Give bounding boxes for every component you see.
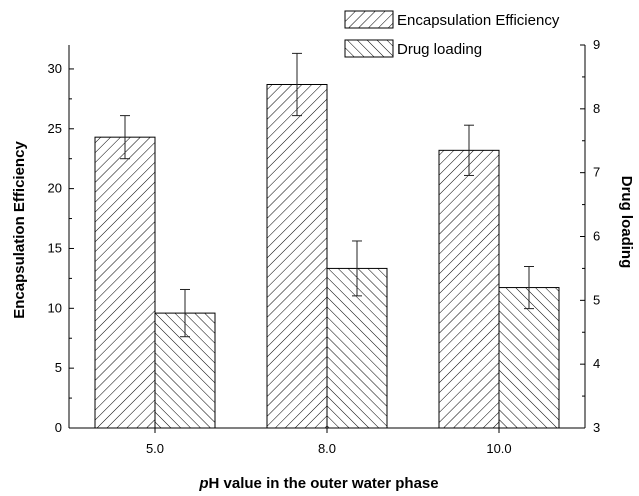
y-left-tick-label: 5 — [55, 360, 62, 375]
y-left-tick-label: 20 — [48, 181, 62, 196]
y-left-tick-label: 15 — [48, 240, 62, 255]
legend-swatch-encapsulation-efficiency — [345, 11, 393, 28]
bar-encapsulation-efficiency — [267, 84, 327, 428]
y-right-tick-label: 5 — [593, 292, 600, 307]
y-right-tick-label: 3 — [593, 420, 600, 435]
y-right-tick-label: 6 — [593, 229, 600, 244]
y-right-tick-label: 8 — [593, 101, 600, 116]
y-left-tick-label: 10 — [48, 300, 62, 315]
bars-layer — [95, 53, 559, 428]
y-right-tick-label: 7 — [593, 165, 600, 180]
bar-encapsulation-efficiency — [439, 150, 499, 428]
y-left-tick-label: 30 — [48, 61, 62, 76]
y-left-tick-label: 25 — [48, 121, 62, 136]
x-tick-label: 8.0 — [318, 441, 336, 456]
y-right-tick-label: 4 — [593, 356, 600, 371]
x-tick-label: 10.0 — [486, 441, 511, 456]
y-right-tick-label: 9 — [593, 37, 600, 52]
bar-encapsulation-efficiency — [95, 137, 155, 428]
legend: Encapsulation Efficiency Drug loading — [345, 11, 560, 58]
y-axis-left-title: Encapsulation Efficiency — [11, 141, 28, 319]
x-axis-title-italic: p — [198, 475, 208, 492]
x-axis-title: pH value in the outer water phase — [198, 475, 438, 492]
x-axis-title-rest: H value in the outer water phase — [209, 475, 439, 492]
y-axis-right-title: Drug loading — [618, 176, 635, 269]
x-tick-label: 5.0 — [146, 441, 164, 456]
legend-swatch-drug-loading — [345, 40, 393, 57]
legend-label-drug-loading: Drug loading — [397, 41, 482, 58]
y-left-tick-label: 0 — [55, 420, 62, 435]
legend-label-encapsulation-efficiency: Encapsulation Efficiency — [397, 12, 560, 29]
